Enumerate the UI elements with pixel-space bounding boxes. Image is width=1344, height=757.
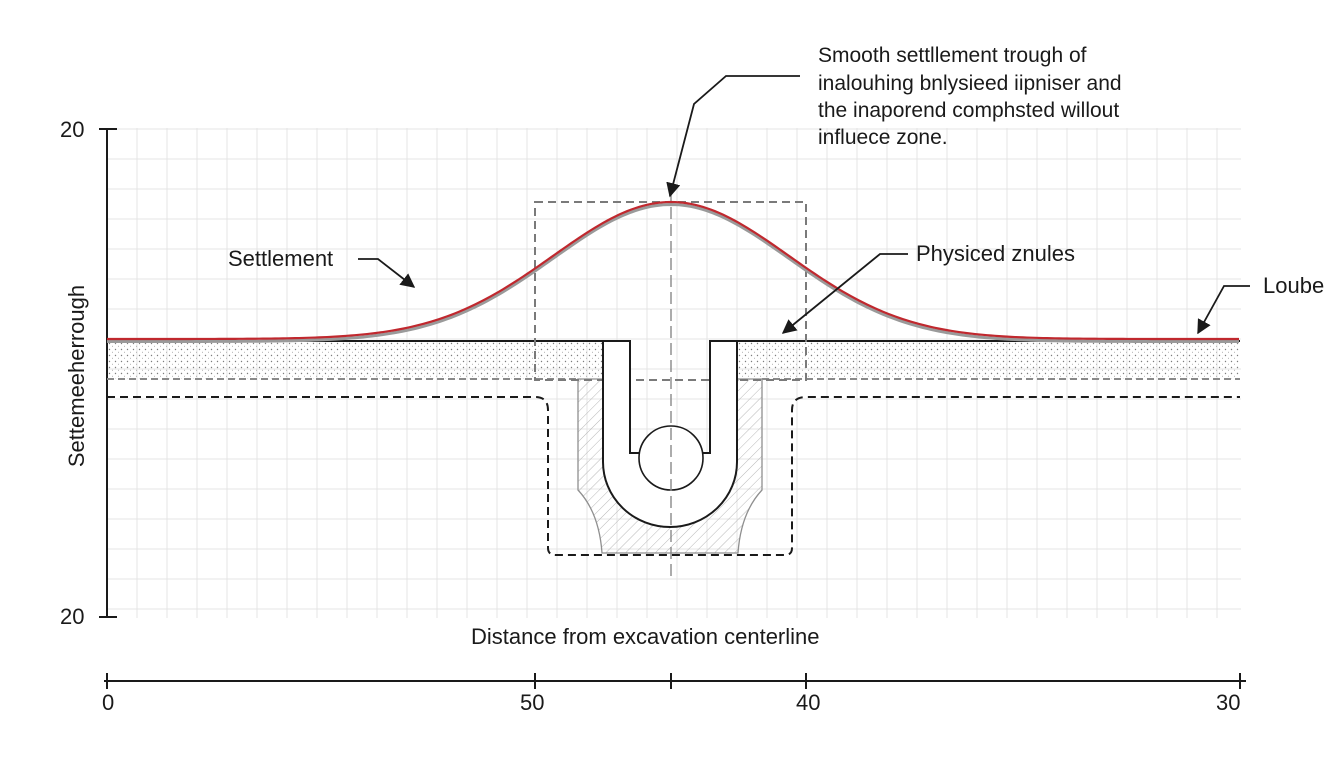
- x-tick-label: 0: [102, 690, 115, 715]
- callout-arrows: [358, 75, 1250, 335]
- y-tick-bottom: 20: [60, 604, 85, 629]
- x-axis-title: Distance from excavation centerline: [471, 624, 820, 649]
- annotation-line-4: influece zone.: [818, 126, 948, 149]
- x-tick-label: 50: [520, 690, 545, 715]
- y-tick-top: 20: [60, 117, 85, 142]
- annotation-line-2: inalouhing bnlysieed iipniser and: [818, 72, 1122, 95]
- loube-label: Loube: [1263, 273, 1325, 298]
- annotation-line-3: the inaporend comphsted willout: [818, 99, 1120, 122]
- settlement-label: Settlement: [228, 246, 334, 271]
- annotation-line-1: Smooth settllement trough of: [818, 44, 1087, 67]
- physiced-label: Physiced zn­ules: [916, 241, 1075, 266]
- x-tick-label: 30: [1216, 690, 1241, 715]
- x-axis: [104, 673, 1246, 689]
- x-tick-label: 40: [796, 690, 821, 715]
- settlement-trough: [107, 200, 1239, 343]
- ground-layer: [107, 340, 1240, 380]
- y-axis-title: Settemeeherrough: [64, 284, 89, 468]
- excavation-boundary-dashed: [107, 396, 1240, 556]
